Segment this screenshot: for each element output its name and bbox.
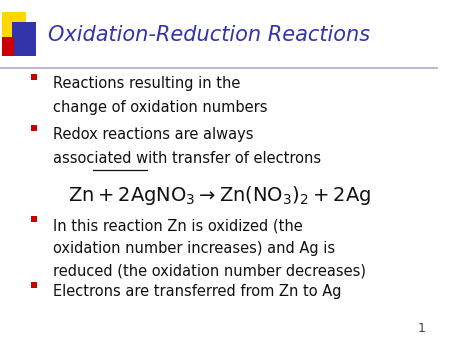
Text: Reactions resulting in the: Reactions resulting in the bbox=[53, 76, 240, 91]
Text: reduced (the oxidation number decreases): reduced (the oxidation number decreases) bbox=[53, 264, 365, 279]
Text: Oxidation-Reduction Reactions: Oxidation-Reduction Reactions bbox=[48, 25, 370, 46]
Text: In this reaction Zn is oxidized (the: In this reaction Zn is oxidized (the bbox=[53, 218, 302, 233]
Bar bbox=[2, 37, 14, 56]
Text: Electrons are transferred from Zn to Ag: Electrons are transferred from Zn to Ag bbox=[53, 284, 341, 299]
Text: $\mathregular{Zn + 2AgNO_3 \rightarrow Zn(NO_3)_2 + 2Ag}$: $\mathregular{Zn + 2AgNO_3 \rightarrow Z… bbox=[68, 184, 371, 207]
Bar bbox=[31, 74, 36, 80]
Text: change of oxidation numbers: change of oxidation numbers bbox=[53, 100, 267, 115]
Text: Redox reactions are always: Redox reactions are always bbox=[53, 127, 253, 142]
Bar bbox=[31, 282, 36, 288]
Bar bbox=[31, 125, 36, 131]
Text: associated with transfer of electrons: associated with transfer of electrons bbox=[53, 151, 321, 166]
Bar bbox=[12, 22, 36, 56]
Text: oxidation number increases) and Ag is: oxidation number increases) and Ag is bbox=[53, 241, 335, 256]
Bar bbox=[31, 216, 36, 222]
Text: 1: 1 bbox=[417, 322, 425, 335]
Bar bbox=[2, 12, 26, 46]
